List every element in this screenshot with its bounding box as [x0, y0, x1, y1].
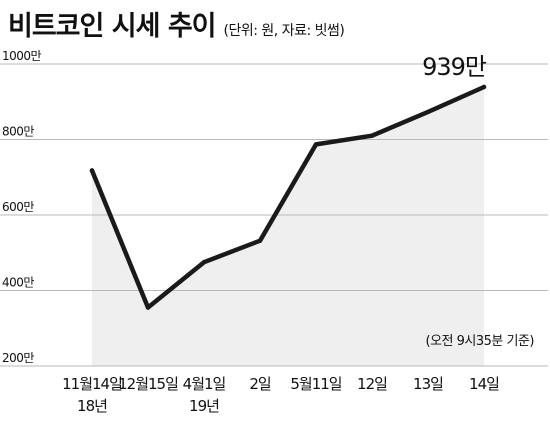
series-line: [89, 84, 487, 310]
x-tick-label-5: 12일: [357, 375, 387, 393]
area-fill: [92, 87, 484, 366]
title-row: 비트코인 시세 추이 (단위: 원, 자료: 빗썸): [8, 4, 345, 44]
data-point-4: [313, 142, 319, 147]
data-point-5: [369, 133, 375, 138]
x-tick-label-4: 5월11일: [290, 375, 341, 393]
x-tick-sublabel-0: 18년: [77, 397, 107, 415]
x-tick-label-0: 11월14일: [62, 375, 122, 393]
data-point-6: [425, 109, 431, 115]
y-tick-label-800: 800만: [2, 125, 34, 139]
y-tick-label-600: 600만: [2, 200, 34, 214]
y-tick-label-200: 200만: [2, 351, 34, 365]
x-tick-label-6: 13일: [413, 375, 443, 393]
y-tick-label-400: 400만: [2, 276, 34, 290]
data-point-7: [481, 84, 487, 90]
y-tick-label-1000: 1000만: [2, 49, 42, 63]
data-point-1: [145, 305, 151, 310]
chart-title: 비트코인 시세 추이: [8, 11, 217, 42]
data-point-3: [257, 238, 263, 243]
x-tick-label-1: 12월15일: [118, 375, 178, 393]
data-point-0: [89, 168, 95, 173]
x-tick-label-3: 2일: [249, 375, 271, 393]
chart-subtitle: (단위: 원, 자료: 빗썸): [223, 23, 345, 39]
x-tick-label-7: 14일: [469, 375, 499, 393]
end-value-label: 939만: [422, 53, 487, 81]
time-note: (오전 9시35분 기준): [425, 334, 535, 349]
x-tick-sublabel-2: 19년: [189, 397, 219, 415]
x-tick-label-2: 4월1일: [183, 375, 226, 393]
data-point-2: [201, 260, 207, 265]
